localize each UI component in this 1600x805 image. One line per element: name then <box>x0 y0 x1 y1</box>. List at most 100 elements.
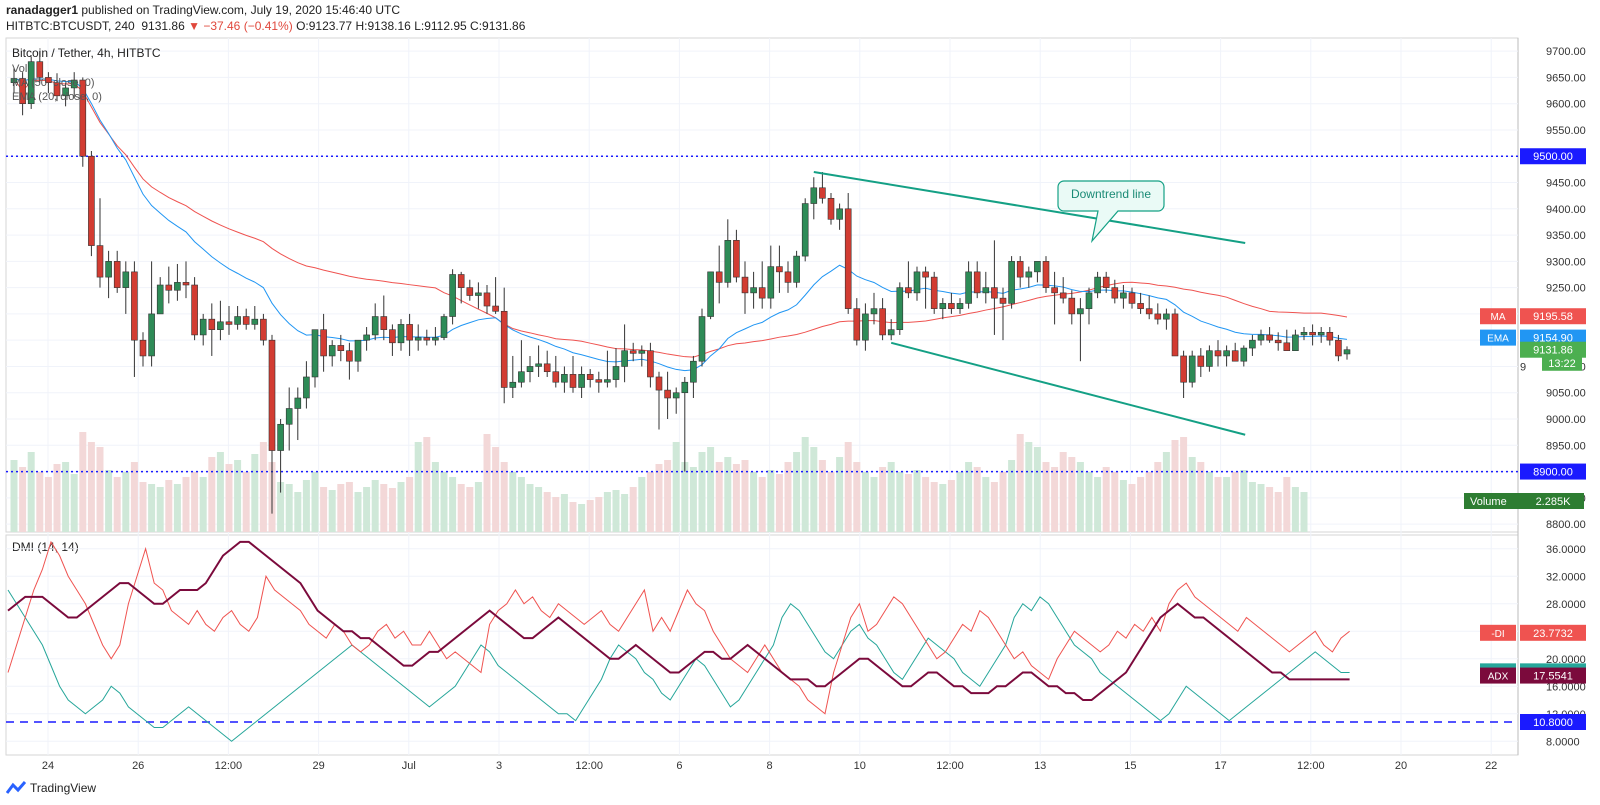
candle-body <box>905 287 912 294</box>
footer: TradingView <box>6 778 96 798</box>
dmi-tick-label: 8.0000 <box>1546 736 1580 748</box>
candle-body <box>724 240 732 283</box>
candle-body <box>449 274 456 317</box>
candle-body <box>621 350 628 367</box>
ohlc-high: H:9138.16 <box>355 19 411 33</box>
candle-body <box>199 318 207 336</box>
candle-body <box>999 297 1007 304</box>
support-level-label: 8900.00 <box>1533 467 1573 479</box>
candle-body <box>19 78 26 104</box>
volume-bar <box>965 462 973 532</box>
candle-body <box>380 316 388 330</box>
minus-di-name-tag <box>1480 624 1516 641</box>
ema-price-tag <box>1520 329 1586 346</box>
volume-bar <box>449 477 457 532</box>
author-name[interactable]: ranadagger1 <box>6 3 79 17</box>
candle-body <box>432 337 439 341</box>
candle-body <box>604 379 611 383</box>
volume-bar <box>156 487 164 532</box>
candle-body <box>1051 287 1058 294</box>
candle-body <box>1257 334 1265 341</box>
volume-bar <box>836 457 844 532</box>
volume-bar <box>689 467 697 532</box>
legend-vol: Vol <box>12 63 27 75</box>
price-tick-label: 9400.00 <box>1546 204 1586 216</box>
candle-body <box>853 308 861 341</box>
volume-bar <box>1137 477 1145 532</box>
volume-bar <box>483 434 491 532</box>
volume-bar <box>1016 434 1024 532</box>
volume-bar <box>999 472 1007 532</box>
candle-body <box>612 366 620 380</box>
volume-bar <box>982 477 990 532</box>
candle-body <box>922 271 929 278</box>
candle-body <box>1326 331 1334 341</box>
volume-bar <box>1291 487 1299 532</box>
candle-body <box>1111 287 1119 299</box>
candle-body <box>561 374 568 383</box>
candle-body <box>827 197 835 220</box>
volume-bar <box>199 477 207 532</box>
time-tick-label: 29 <box>312 760 324 772</box>
candle-body <box>113 261 121 288</box>
candle-body <box>844 208 852 309</box>
ema-price-value: 9154.90 <box>1533 333 1573 345</box>
candle-body <box>225 321 233 325</box>
candle-body <box>896 287 904 330</box>
volume-bar <box>543 492 551 532</box>
volume-bar <box>466 487 474 532</box>
volume-bar <box>595 497 603 532</box>
candle-body <box>836 208 843 220</box>
dmi-tick-label: 36.0000 <box>1546 544 1586 556</box>
candle-body <box>1008 261 1015 304</box>
dmi-tick-label: 16.0000 <box>1546 681 1586 693</box>
volume-bar <box>1076 462 1084 532</box>
volume-bar <box>844 442 852 532</box>
volume-bar <box>311 472 319 532</box>
volume-bar <box>973 467 981 532</box>
candle-body <box>1300 331 1308 336</box>
volume-bar <box>1085 472 1093 532</box>
brand-name[interactable]: TradingView <box>30 781 97 795</box>
candle-body <box>629 350 637 354</box>
volume-bar <box>1231 472 1239 532</box>
time-axis: 24 26 12:00 29 Jul 3 12:00 6 8 10 12:00 13 15 17 12:00… <box>42 38 1497 772</box>
volume-bar <box>775 474 783 532</box>
price-tick-label: 9650.00 <box>1546 72 1586 84</box>
time-tick-label: 12:00 <box>575 760 603 772</box>
price-tick-label: 9000.00 <box>1546 414 1586 426</box>
volume-bar <box>328 490 336 532</box>
volume-bar <box>1283 477 1291 532</box>
volume-bar <box>758 477 766 532</box>
volume-bar <box>879 467 887 532</box>
volume-bar <box>1188 457 1196 532</box>
volume-bar <box>277 482 285 532</box>
volume-bar <box>707 447 715 532</box>
volume-bar <box>741 460 749 532</box>
time-tick-label: Jul <box>402 760 416 772</box>
candle-body <box>1068 297 1076 315</box>
candle-body <box>509 381 517 388</box>
candle-body <box>354 339 362 362</box>
volume-bar <box>681 462 689 532</box>
price-tick-label: 9550.00 <box>1546 125 1586 137</box>
candle-body <box>320 329 327 357</box>
volume-bar <box>930 482 938 532</box>
candle-body <box>862 313 869 341</box>
volume-bar <box>853 462 861 532</box>
candle-body <box>294 397 302 409</box>
volume-bar <box>113 477 121 532</box>
price-tick-label: 9050.00 <box>1546 388 1586 400</box>
candle-body <box>776 266 783 273</box>
candles <box>10 51 1351 514</box>
candle-body <box>1154 313 1162 320</box>
adx-line <box>7 540 1350 701</box>
published-text: published on TradingView.com, July 19, 2… <box>81 3 401 17</box>
volume-series <box>10 432 1308 532</box>
candle-body <box>242 316 250 325</box>
candle-body <box>543 363 551 373</box>
dmi-reference-tag <box>1520 714 1586 730</box>
ema-20-line <box>13 77 1348 372</box>
candle-body <box>148 313 155 357</box>
